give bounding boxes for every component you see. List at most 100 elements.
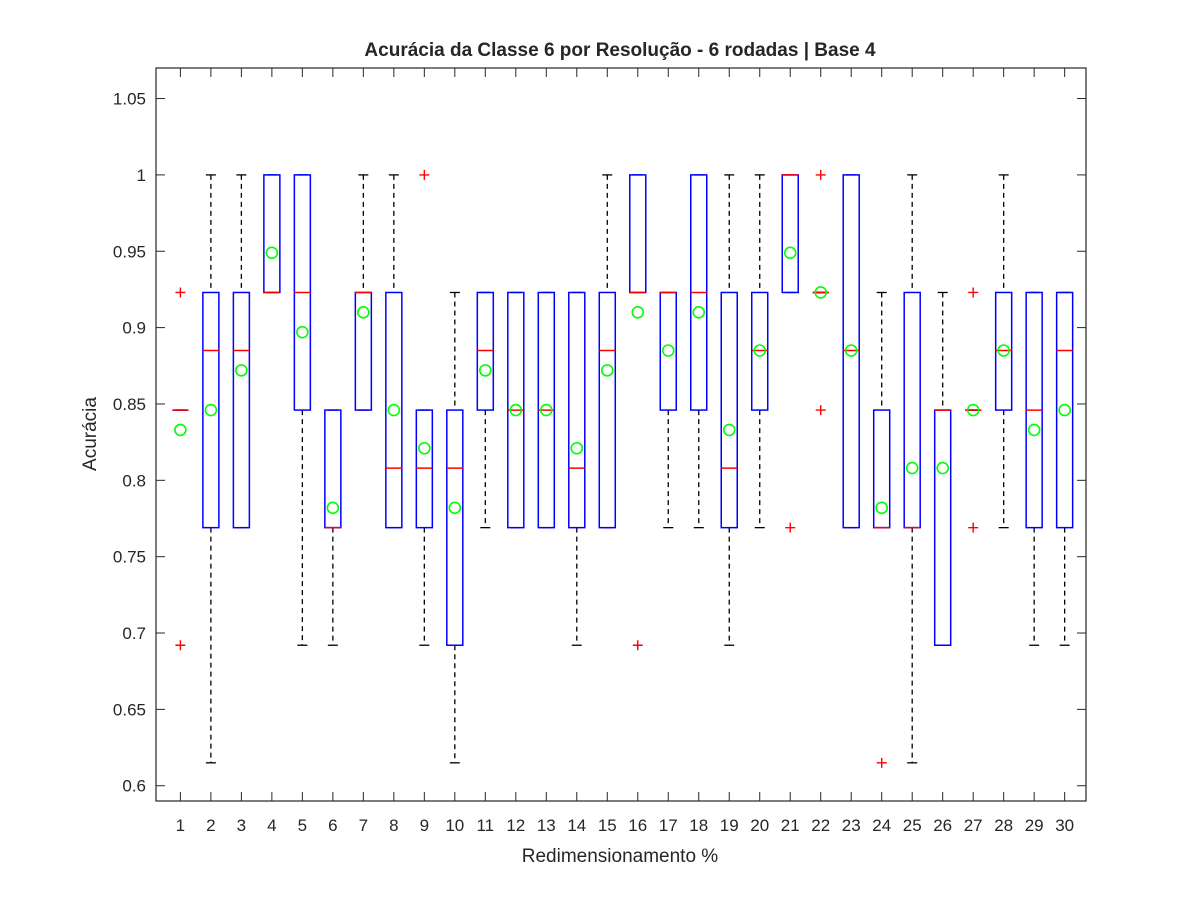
outlier-marker: [876, 757, 887, 768]
x-tick-label: 15: [598, 816, 617, 835]
box-group: [537, 291, 556, 529]
mean-marker: [539, 403, 553, 417]
mean-marker: [783, 246, 797, 260]
x-tick-label: 28: [994, 816, 1013, 835]
box-group: [842, 174, 860, 529]
x-tick-label: 5: [298, 816, 307, 835]
y-tick-label: 0.75: [113, 548, 146, 567]
x-tick-label: 16: [628, 816, 647, 835]
box-iqr: [629, 174, 647, 294]
box-group: [202, 174, 220, 764]
x-tick-label: 3: [237, 816, 246, 835]
box-group: [903, 174, 921, 764]
mean-marker: [357, 306, 370, 319]
box-iqr: [415, 409, 434, 529]
box-group: [324, 409, 342, 646]
box-iqr: [1055, 291, 1074, 529]
y-tick-label: 0.65: [113, 700, 146, 719]
mean-marker: [448, 501, 462, 515]
x-tick-label: 30: [1055, 816, 1074, 835]
box-group: [1055, 291, 1074, 646]
box-iqr: [933, 409, 952, 646]
box-group: [812, 169, 829, 416]
box-iqr: [750, 291, 769, 411]
box-iqr: [202, 291, 220, 529]
box-group: [965, 287, 982, 533]
box-group: [659, 291, 678, 529]
x-tick-label: 29: [1025, 816, 1044, 835]
x-tick-label: 14: [567, 816, 586, 835]
x-tick-label: 12: [506, 816, 525, 835]
mean-marker: [844, 344, 858, 357]
box-group: [933, 291, 952, 646]
box-group: [172, 287, 189, 651]
mean-marker: [204, 403, 218, 417]
x-axis-label: Redimensionamento %: [522, 846, 719, 867]
x-tick-label: 4: [267, 816, 276, 835]
outlier-marker: [632, 640, 643, 651]
x-tick-label: 27: [964, 816, 983, 835]
box-group: [415, 169, 434, 646]
x-tick-label: 19: [720, 816, 739, 835]
outlier-marker: [815, 405, 826, 416]
x-tick-label: 6: [328, 816, 337, 835]
mean-marker: [661, 344, 675, 357]
box-iqr: [720, 291, 738, 529]
box-group: [568, 291, 586, 646]
outlier-marker: [968, 522, 979, 533]
y-tick-label: 0.7: [122, 624, 146, 643]
outlier-marker: [419, 169, 430, 180]
x-tick-label: 21: [781, 816, 800, 835]
box-iqr: [598, 291, 617, 529]
box-group: [598, 174, 617, 529]
box-group: [263, 174, 281, 294]
mean-marker: [631, 306, 645, 319]
x-tick-label: 25: [903, 816, 922, 835]
mean-marker: [387, 403, 401, 417]
mean-marker: [1058, 403, 1071, 417]
x-tick-label: 26: [933, 816, 952, 835]
x-tick-label: 17: [659, 816, 678, 835]
mean-marker: [509, 403, 523, 417]
box-iqr: [232, 291, 251, 529]
outlier-marker: [175, 287, 186, 298]
box-group: [629, 174, 647, 651]
box-group: [781, 174, 799, 533]
x-tick-label: 10: [445, 816, 464, 835]
mean-marker: [936, 461, 949, 475]
mean-marker: [875, 501, 889, 515]
outlier-marker: [815, 169, 826, 180]
x-tick-label: 1: [176, 816, 185, 835]
mean-marker: [174, 423, 187, 437]
y-axis-label: Acurácia: [80, 397, 101, 471]
mean-marker: [1027, 423, 1041, 437]
chart-title: Acurácia da Classe 6 por Resolução - 6 r…: [364, 40, 876, 61]
mean-marker: [418, 441, 431, 455]
y-tick-label: 0.9: [122, 319, 146, 338]
x-tick-label: 11: [476, 816, 494, 835]
y-tick-label: 0.85: [113, 395, 146, 414]
mean-marker: [326, 501, 340, 515]
x-tick-label: 23: [842, 816, 861, 835]
mean-marker: [722, 423, 736, 437]
mean-marker: [966, 403, 980, 417]
box-iqr: [385, 291, 403, 529]
x-tick-label: 7: [359, 816, 368, 835]
box-group: [476, 291, 495, 529]
box-marks: [172, 169, 1074, 768]
box-group: [446, 291, 464, 764]
box-group: [232, 174, 251, 529]
y-tick-label: 1.05: [113, 90, 146, 109]
box-iqr: [994, 291, 1013, 411]
box-group: [720, 174, 738, 646]
mean-marker: [570, 441, 584, 455]
box-group: [507, 291, 525, 529]
y-tick-label: 0.8: [122, 471, 146, 490]
box-iqr: [781, 174, 799, 294]
mean-marker: [905, 461, 919, 475]
plot-frame: [155, 67, 1087, 802]
x-tick-label: 2: [206, 816, 215, 835]
box-group: [994, 174, 1013, 529]
